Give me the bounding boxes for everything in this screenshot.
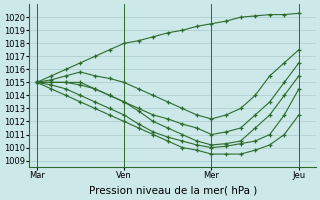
X-axis label: Pression niveau de la mer( hPa ): Pression niveau de la mer( hPa )	[89, 186, 257, 196]
